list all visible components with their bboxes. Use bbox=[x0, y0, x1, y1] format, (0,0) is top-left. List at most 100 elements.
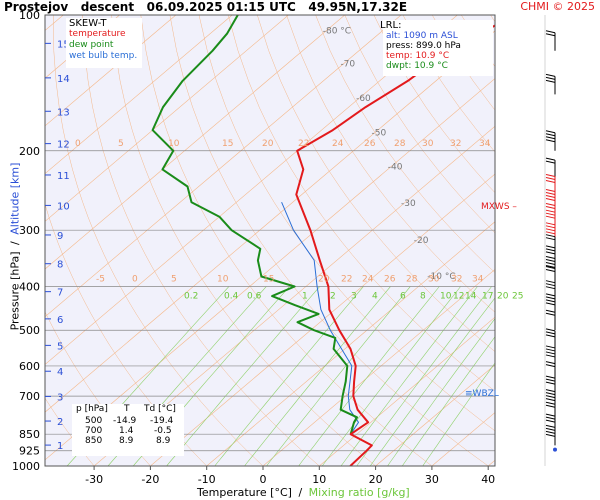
x-tick-label: 40 bbox=[481, 473, 495, 486]
isotherm-label: 26 bbox=[384, 275, 396, 285]
barb-flag bbox=[545, 203, 556, 207]
barb-flag bbox=[545, 248, 556, 252]
isotherm-label: 10 bbox=[168, 139, 180, 149]
barb-flag bbox=[545, 296, 556, 300]
isotherm-label: 34 bbox=[472, 275, 484, 285]
barb-flag bbox=[545, 33, 556, 37]
barb-flag bbox=[545, 427, 556, 431]
barb-flag bbox=[545, 179, 556, 183]
isotherm-label: 5 bbox=[171, 275, 177, 285]
isotherm-label: 28 bbox=[394, 139, 406, 149]
x-tick-label: -20 bbox=[141, 473, 159, 486]
mixing-ratio-label: 6 bbox=[400, 292, 406, 302]
table-row: 850 8.9 8.9 bbox=[72, 436, 184, 446]
isotherm-line bbox=[545, 15, 600, 466]
y-axis-title: Pressure [hPa] / Altitude [km] bbox=[9, 152, 22, 342]
mixing-ratio-label: 0.6 bbox=[247, 292, 262, 302]
surface-station-dot bbox=[553, 447, 557, 452]
plot-background bbox=[45, 15, 495, 466]
barb-flag bbox=[545, 302, 556, 306]
isotherm-label: 28 bbox=[406, 275, 418, 285]
pressure-tick-label: 850 bbox=[19, 428, 40, 441]
wind-barb bbox=[545, 328, 556, 349]
mxws-marker: MXWS – bbox=[481, 202, 517, 212]
mixing-ratio-label: 20 bbox=[497, 292, 509, 302]
barb-flag bbox=[545, 176, 556, 180]
barb-flag bbox=[545, 269, 556, 273]
isotherm-label: -20 bbox=[414, 236, 429, 246]
wind-barb bbox=[545, 375, 556, 397]
x-tick-label: 20 bbox=[369, 473, 383, 486]
profile-wet-bulb-temp bbox=[281, 202, 359, 435]
pressure-tick-label: 300 bbox=[19, 224, 40, 237]
altitude-tick-label: 7 bbox=[57, 288, 63, 299]
lrl-alt: alt: 1090 m ASL bbox=[386, 31, 458, 41]
mixing-ratio-label: 3 bbox=[351, 292, 357, 302]
isotherm-line bbox=[150, 173, 495, 466]
wind-barb bbox=[545, 130, 556, 151]
isotherm-label: 15 bbox=[263, 275, 274, 285]
table-cell: -0.5 bbox=[154, 426, 172, 436]
x-tick-label: -10 bbox=[198, 473, 216, 486]
x-tick-label: 0 bbox=[260, 473, 267, 486]
barb-flag bbox=[545, 293, 556, 297]
barb-flag bbox=[545, 258, 556, 262]
wbzl-label: WBZL bbox=[472, 389, 499, 399]
barb-flag bbox=[545, 348, 556, 352]
altitude-tick-label: 4 bbox=[57, 367, 63, 378]
altitude-tick-label: 9 bbox=[57, 231, 63, 242]
x-tick-label: 10 bbox=[312, 473, 326, 486]
isotherm-line bbox=[45, 15, 345, 270]
isotherm-label: 15 bbox=[222, 139, 233, 149]
altitude-tick-label: 2 bbox=[57, 417, 63, 428]
barb-flag bbox=[545, 212, 556, 216]
dry-adiabat bbox=[578, 15, 600, 466]
barb-flag bbox=[545, 234, 556, 238]
isotherm-line bbox=[45, 15, 458, 365]
altitude-tick-label: 3 bbox=[57, 392, 63, 403]
mixing-ratio-label: 4 bbox=[372, 292, 378, 302]
isotherm-label: -70 bbox=[340, 59, 355, 69]
mixing-ratio-label: 8 bbox=[420, 292, 426, 302]
barb-flag bbox=[545, 392, 556, 396]
table-cell: 8.9 bbox=[119, 436, 134, 446]
barb-flag bbox=[545, 416, 556, 420]
wind-barb bbox=[545, 293, 556, 314]
table-cell: 700 bbox=[85, 426, 103, 436]
barb-flag bbox=[545, 225, 556, 229]
table-cell: -19.4 bbox=[150, 416, 174, 426]
mixing-ratio-label: 0.2 bbox=[184, 292, 198, 302]
barb-flag bbox=[545, 375, 556, 379]
barb-flag bbox=[545, 328, 556, 332]
dry-adiabat bbox=[344, 15, 495, 234]
barb-flag bbox=[545, 283, 556, 287]
wind-barb bbox=[545, 389, 556, 410]
barb-flag bbox=[545, 312, 556, 316]
barb-flag bbox=[545, 206, 556, 210]
barb-flag bbox=[545, 189, 556, 193]
barb-flag bbox=[545, 299, 556, 303]
isotherm-label: 34 bbox=[479, 139, 491, 149]
barb-flag bbox=[545, 173, 556, 177]
barb-flag bbox=[545, 419, 556, 423]
wind-barb bbox=[545, 345, 556, 366]
y-axis-title-altitude: Altitude [km] bbox=[8, 162, 22, 235]
barb-flag bbox=[545, 280, 556, 284]
isotherm-label: -10 °C bbox=[427, 272, 455, 282]
dry-adiabat bbox=[549, 15, 600, 466]
barb-flag bbox=[545, 401, 556, 405]
pressure-tick-label: 700 bbox=[19, 390, 40, 403]
barb-flag bbox=[545, 389, 556, 393]
lrl-temp: temp: 10.9 °C bbox=[386, 51, 450, 61]
wbzl-marker: ≡WBZL bbox=[465, 389, 499, 399]
isotherm-line bbox=[45, 15, 233, 175]
isotherm-line bbox=[45, 15, 289, 222]
pressure-tick-label: 925 bbox=[19, 445, 40, 458]
isotherm-line bbox=[488, 459, 495, 466]
wind-barb bbox=[545, 30, 556, 51]
wind-barb bbox=[545, 157, 556, 179]
barb-flag bbox=[545, 198, 556, 202]
chmi-credit: CHMI © 2025 bbox=[520, 0, 595, 13]
x-axis-title-temp: Temperature [°C] bbox=[197, 486, 292, 499]
mxws-label: MXWS bbox=[481, 202, 510, 212]
